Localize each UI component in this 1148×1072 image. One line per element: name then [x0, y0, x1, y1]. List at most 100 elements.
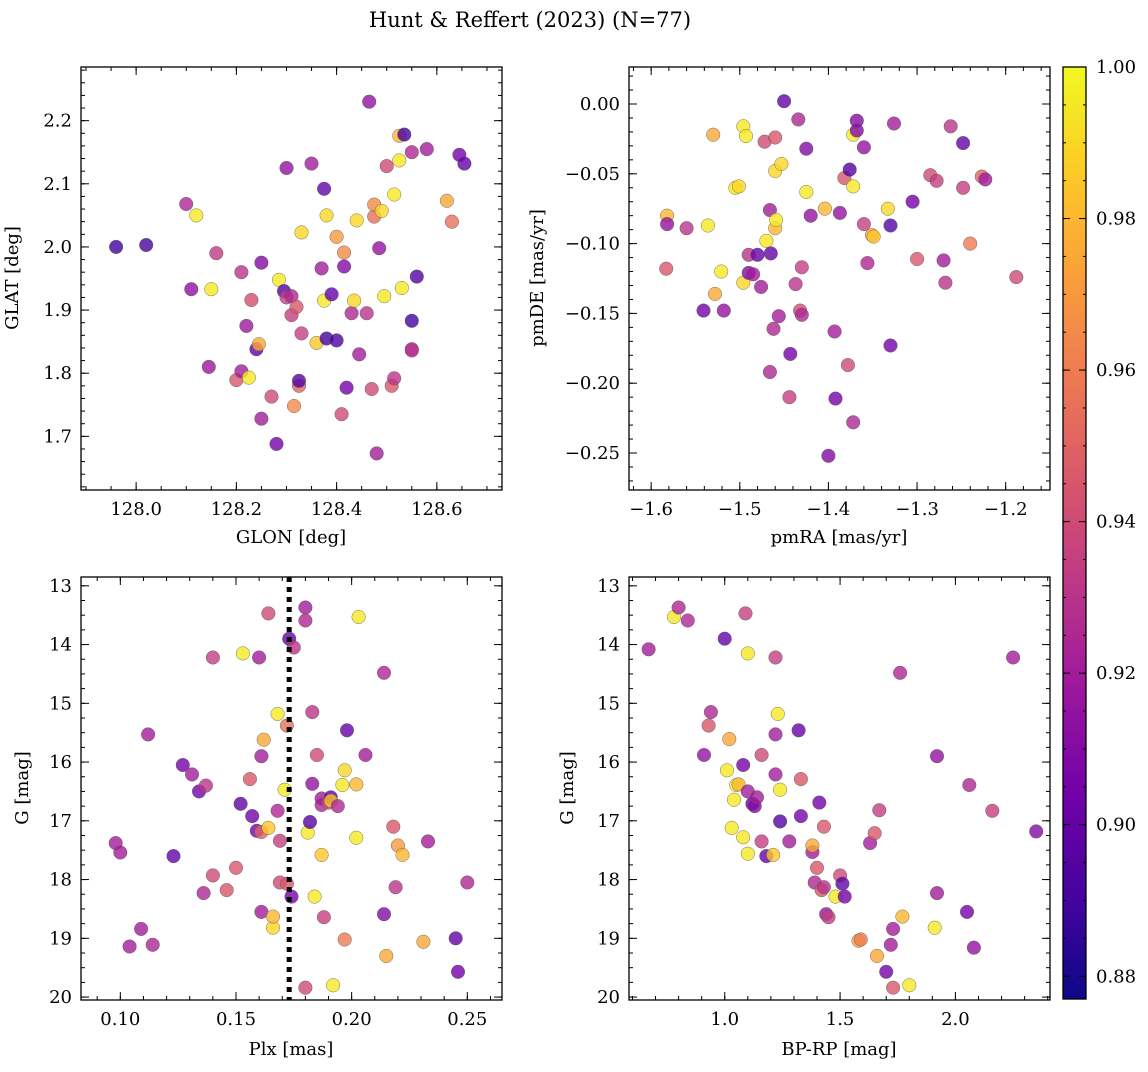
data-point	[714, 264, 729, 279]
data-point	[886, 980, 901, 995]
data-point	[349, 830, 364, 845]
data-point	[303, 815, 318, 830]
data-point	[349, 213, 364, 228]
data-point	[196, 886, 211, 901]
data-point	[791, 112, 806, 127]
data-point	[978, 172, 993, 187]
data-point	[266, 909, 281, 924]
data-point	[324, 287, 339, 302]
data-point	[938, 275, 953, 290]
data-point	[768, 727, 783, 742]
data-point	[821, 448, 836, 463]
panel-plx-g: 0.10 0.15 0.20 0.25 13 14 15 16 17 18 19 20 Plx [mas…	[12, 576, 503, 1060]
data-point	[179, 196, 194, 211]
data-point	[837, 889, 852, 904]
data-point	[791, 723, 806, 738]
data-point	[439, 193, 454, 208]
data-point	[805, 838, 820, 853]
data-point	[754, 834, 769, 849]
y-tick-label: 16	[49, 752, 72, 773]
data-point	[228, 860, 243, 875]
y-tick-label: −0.15	[565, 303, 620, 324]
x-tick-label: 2.0	[941, 1009, 970, 1030]
data-point	[782, 834, 797, 849]
x-tick-label: 0.25	[447, 1009, 487, 1030]
data-point	[264, 389, 279, 404]
y-tick-label: 20	[49, 987, 72, 1008]
data-point	[759, 233, 774, 248]
data-point	[773, 782, 788, 797]
y-tick-label: 1.8	[43, 363, 72, 384]
data-point	[883, 218, 898, 233]
data-point	[244, 293, 259, 308]
data-point	[294, 225, 309, 240]
data-point	[272, 833, 287, 848]
data-point	[769, 212, 784, 227]
data-point	[347, 293, 362, 308]
data-point	[319, 208, 334, 223]
data-point	[788, 277, 803, 292]
y-tick-label: 19	[597, 928, 620, 949]
data-point	[680, 613, 695, 628]
x-axis-label: BP-RP [mag]	[781, 1039, 896, 1060]
data-point	[261, 820, 276, 835]
data-point	[783, 346, 798, 361]
data-point	[867, 826, 882, 841]
scatter-points	[108, 600, 475, 995]
data-point	[317, 181, 332, 196]
data-point	[671, 600, 686, 615]
x-tick-label: 128.2	[211, 499, 263, 520]
x-tick-label: −1.3	[895, 499, 939, 520]
data-point	[189, 208, 204, 223]
data-point	[700, 218, 715, 233]
y-tick-label: 2.2	[43, 111, 72, 132]
data-point	[289, 299, 304, 314]
data-point	[660, 217, 675, 232]
data-point	[419, 142, 434, 157]
data-point	[254, 411, 269, 426]
panel-glon-glat: 128.0 128.2 128.4 128.6 1.7 1.8 1.9 2.0 2.1 2.2 GL…	[2, 66, 503, 548]
data-point	[270, 803, 285, 818]
data-point	[886, 921, 901, 936]
data-point	[768, 767, 783, 782]
x-axis-label: pmRA [mas/yr]	[771, 527, 908, 548]
y-tick-label: −0.05	[565, 164, 620, 185]
data-point	[716, 303, 731, 318]
data-point	[287, 399, 302, 414]
axes-frame	[80, 66, 503, 491]
axes-frame	[628, 576, 1051, 1001]
data-point	[298, 613, 313, 628]
data-point	[736, 758, 751, 773]
data-point	[219, 883, 234, 898]
data-point	[409, 269, 424, 284]
data-point	[256, 732, 271, 747]
data-point	[679, 221, 694, 236]
data-point	[860, 256, 875, 271]
data-point	[379, 948, 394, 963]
figure-title: Hunt & Reffert (2023) (N=77)	[369, 8, 691, 32]
data-point	[750, 790, 765, 805]
data-point	[717, 631, 732, 646]
y-tick-label: 18	[597, 870, 620, 891]
x-tick-label: 0.15	[216, 1009, 256, 1030]
data-point	[1009, 270, 1024, 285]
data-point	[774, 156, 789, 171]
data-point	[416, 934, 431, 949]
x-axis-label: Plx [mas]	[249, 1039, 334, 1060]
y-tick-label: 19	[49, 928, 72, 949]
y-tick-label: 1.9	[43, 300, 72, 321]
data-point	[810, 860, 825, 875]
data-point	[292, 373, 307, 388]
data-point	[305, 705, 320, 720]
scatter-points	[659, 94, 1024, 463]
data-point	[404, 313, 419, 328]
y-axis-label: G [mag]	[557, 751, 578, 824]
data-point	[234, 265, 249, 280]
data-point	[985, 803, 1000, 818]
data-point	[768, 130, 783, 145]
data-point	[377, 289, 392, 304]
data-point	[394, 281, 409, 296]
data-point	[750, 247, 765, 262]
data-point	[139, 237, 154, 252]
data-point	[746, 267, 761, 282]
